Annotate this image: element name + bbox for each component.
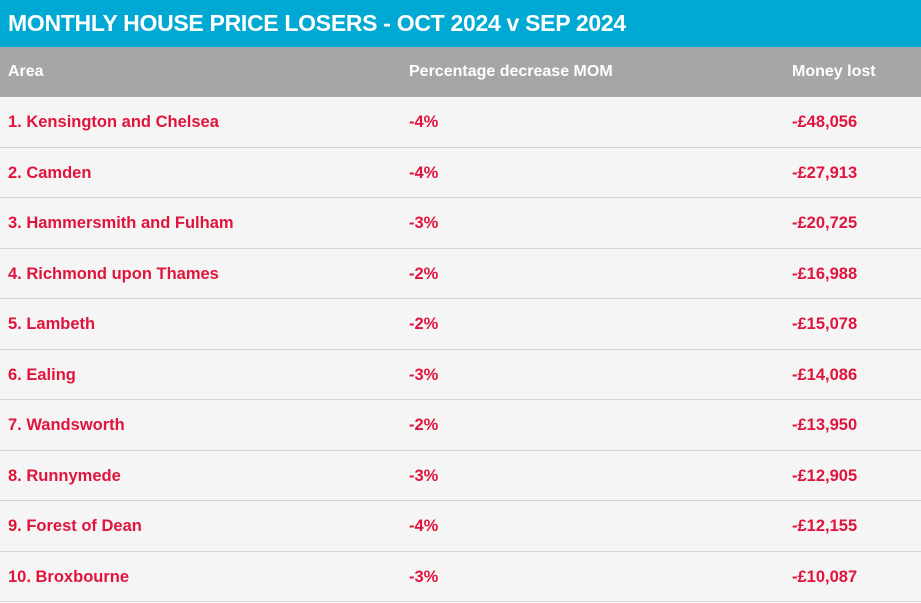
percentage-cell: -3% [409,567,439,586]
money-lost-cell: -£14,086 [792,365,858,384]
table-row: 5. Lambeth -2% -£15,078 [0,299,921,350]
percentage-cell: -3% [409,466,439,485]
header-row: Area Percentage decrease MOM Money lost [0,47,921,97]
percentage-cell: -2% [409,315,439,333]
area-cell: 4. Richmond upon Thames [8,264,219,283]
percentage-cell: -4% [409,163,439,182]
table-row: 8. Runnymede -3% -£12,905 [0,450,921,501]
money-lost-cell: -£27,913 [792,163,858,182]
area-cell: 6. Ealing [8,365,76,384]
money-lost-cell: -£13,950 [792,416,858,434]
percentage-cell: -2% [409,264,439,283]
area-cell: 10. Broxbourne [8,567,130,586]
table-row: 6. Ealing -3% -£14,086 [0,349,921,400]
area-cell: 9. Forest of Dean [8,517,142,535]
table-row: 2. Camden -4% -£27,913 [0,147,921,198]
money-lost-cell: -£12,905 [792,466,858,485]
money-lost-cell: -£10,087 [792,567,858,586]
area-cell: 2. Camden [8,163,92,182]
column-header-money-lost: Money lost [792,63,876,80]
table-row: 9. Forest of Dean -4% -£12,155 [0,501,921,552]
area-cell: 7. Wandsworth [8,416,125,434]
percentage-cell: -2% [409,416,439,434]
column-header-percentage: Percentage decrease MOM [409,63,613,80]
table-row: 7. Wandsworth -2% -£13,950 [0,400,921,451]
area-cell: 3. Hammersmith and Fulham [8,214,234,232]
money-lost-cell: -£48,056 [792,113,858,131]
percentage-cell: -4% [409,113,439,131]
table-title: MONTHLY HOUSE PRICE LOSERS - OCT 2024 v … [0,0,921,47]
area-cell: 8. Runnymede [8,466,121,485]
money-lost-cell: -£15,078 [792,315,858,333]
money-lost-cell: -£12,155 [792,517,858,535]
table-row: 3. Hammersmith and Fulham -3% -£20,725 [0,198,921,249]
money-lost-cell: -£16,988 [792,264,858,283]
table-row: 1. Kensington and Chelsea -4% -£48,056 [0,97,921,148]
table-row: 4. Richmond upon Thames -2% -£16,988 [0,248,921,299]
percentage-cell: -4% [409,517,439,535]
money-lost-cell: -£20,725 [792,214,858,232]
table-body: 1. Kensington and Chelsea -4% -£48,056 2. C… [0,97,921,602]
area-cell: 5. Lambeth [8,315,96,333]
column-header-area: Area [8,63,44,80]
area-cell: 1. Kensington and Chelsea [8,113,219,131]
table-row: 10. Broxbourne -3% -£10,087 [0,551,921,602]
percentage-cell: -3% [409,214,439,232]
percentage-cell: -3% [409,365,439,384]
